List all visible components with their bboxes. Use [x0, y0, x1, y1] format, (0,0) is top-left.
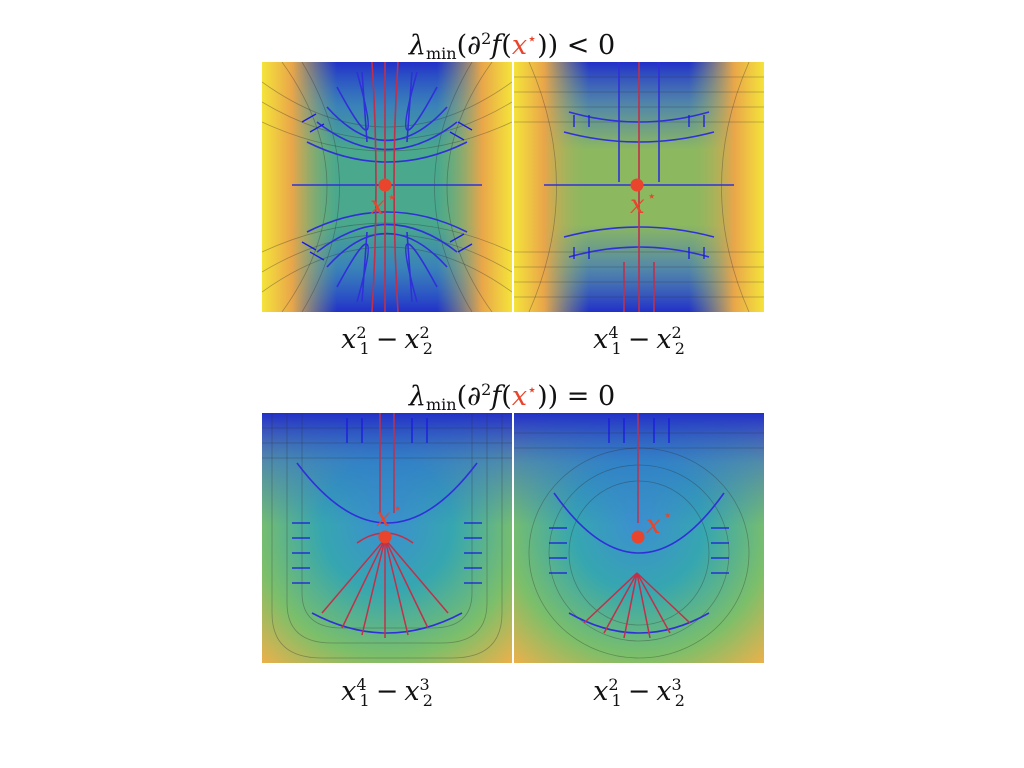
x-star-symbol: x [511, 30, 528, 61]
critical-point-marker [378, 178, 392, 192]
power: 3 [671, 675, 682, 694]
svg-text:⋆: ⋆ [647, 187, 656, 205]
var-x1: x [593, 676, 609, 707]
x-star-symbol: x [511, 381, 528, 412]
critical-point-label: x [376, 503, 391, 533]
svg-text:⋆: ⋆ [663, 506, 672, 524]
var-x2: x [404, 676, 420, 707]
min-subscript: min [425, 44, 457, 63]
caption-bl: x41− x32 [262, 668, 512, 718]
caption-tr: x41− x22 [514, 316, 764, 366]
critical-point-marker [378, 530, 392, 544]
panel-degenerate-quadratic: x ⋆ [514, 413, 764, 663]
caption-br: x21− x32 [514, 668, 764, 718]
f-symbol: f [491, 381, 502, 412]
partial-open: (∂ [456, 381, 482, 412]
partial-power: 2 [481, 380, 492, 399]
panel-degenerate-quartic: x ⋆ [262, 413, 512, 663]
var-x1: x [341, 324, 357, 355]
panel-saddle-quartic: x ⋆ [514, 62, 764, 312]
paren-close: )) [537, 30, 559, 61]
minus-sign: − [627, 324, 651, 355]
paren-open: ( [501, 381, 512, 412]
panel-saddle-quadratic: x ⋆ [262, 62, 512, 312]
contour-plot: x ⋆ [514, 62, 764, 312]
minus-sign: − [627, 676, 651, 707]
power: 2 [419, 323, 430, 342]
power: 3 [419, 675, 430, 694]
paren-close: )) [537, 381, 559, 412]
bottom-title: λmin(∂2f(x⋆)) = 0 [262, 373, 762, 422]
index: 2 [674, 691, 685, 710]
paren-open: ( [501, 30, 512, 61]
critical-point-label: x [630, 190, 645, 220]
min-subscript: min [425, 395, 457, 414]
top-title: λmin(∂2f(x⋆)) < 0 [262, 22, 762, 71]
var-x1: x [593, 324, 609, 355]
var-x2: x [656, 324, 672, 355]
critical-point-marker [631, 530, 645, 544]
var-x2: x [656, 676, 672, 707]
critical-point-label: x [646, 510, 661, 540]
power: 2 [608, 675, 619, 694]
relation-text: < 0 [566, 30, 616, 61]
partial-open: (∂ [456, 30, 482, 61]
index: 1 [359, 691, 370, 710]
power: 4 [356, 675, 367, 694]
svg-text:⋆: ⋆ [387, 188, 396, 206]
var-x2: x [404, 324, 420, 355]
index: 1 [359, 339, 370, 358]
star-superscript: ⋆ [527, 380, 538, 399]
index: 1 [611, 339, 622, 358]
star-superscript: ⋆ [527, 29, 538, 48]
power: 2 [356, 323, 367, 342]
svg-text:⋆: ⋆ [393, 499, 402, 517]
contour-plot: x ⋆ [262, 62, 512, 312]
critical-point-marker [630, 178, 644, 192]
power: 4 [608, 323, 619, 342]
f-symbol: f [491, 30, 502, 61]
index: 2 [422, 691, 433, 710]
contour-plot: x ⋆ [262, 413, 512, 663]
critical-point-label: x [370, 191, 385, 221]
minus-sign: − [375, 324, 399, 355]
contour-plot: x ⋆ [514, 413, 764, 663]
index: 2 [674, 339, 685, 358]
index: 2 [422, 339, 433, 358]
lambda-symbol: λ [408, 381, 426, 412]
relation-text: = 0 [566, 381, 616, 412]
partial-power: 2 [481, 29, 492, 48]
var-x1: x [341, 676, 357, 707]
minus-sign: − [375, 676, 399, 707]
lambda-symbol: λ [408, 30, 426, 61]
index: 1 [611, 691, 622, 710]
caption-tl: x21− x22 [262, 316, 512, 366]
power: 2 [671, 323, 682, 342]
